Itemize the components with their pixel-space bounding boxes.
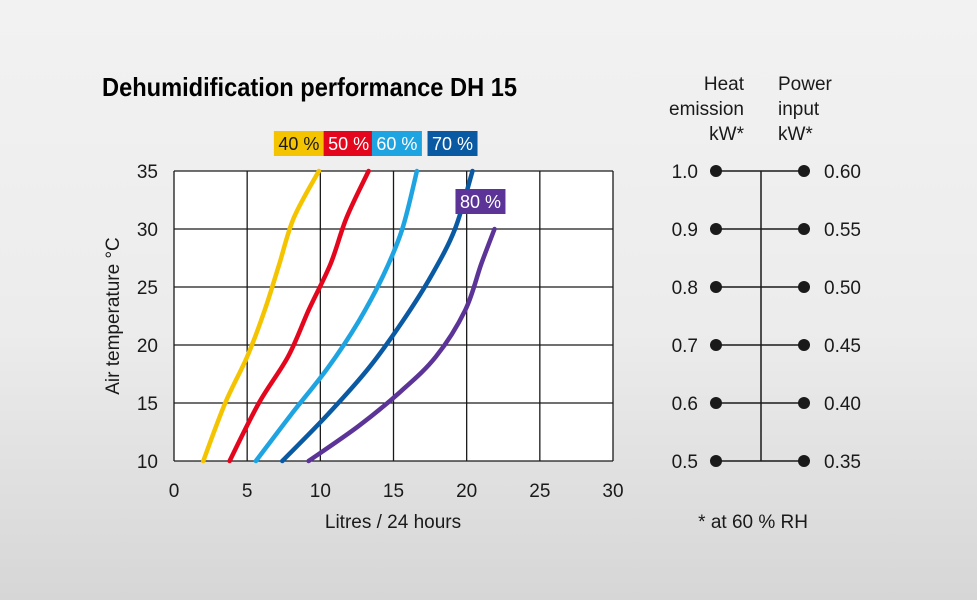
y-tick-label: 25 — [137, 278, 158, 299]
legend-label: 70 % — [432, 134, 473, 154]
legend-swatch — [371, 131, 422, 156]
legend-swatch — [427, 131, 478, 156]
heat-value: 0.7 — [672, 336, 698, 357]
heat-value: 0.8 — [672, 278, 698, 299]
legend-swatch — [455, 189, 506, 214]
heat-dot — [710, 281, 722, 293]
heat-dot — [710, 165, 722, 177]
power-input-header: kW* — [778, 124, 813, 145]
x-tick-label: 20 — [456, 481, 477, 502]
power-dot — [798, 281, 810, 293]
x-tick-label: 10 — [310, 481, 331, 502]
legend-label: 40 % — [278, 134, 319, 154]
power-dot — [798, 165, 810, 177]
y-tick-label: 10 — [137, 452, 158, 473]
y-tick-label: 35 — [137, 162, 158, 183]
heat-dot — [710, 223, 722, 235]
plot-area: 0 5 10 15 20 25 30 10 15 20 25 30 35 — [137, 162, 624, 502]
legend-entry-3: 60 % — [371, 131, 422, 156]
power-dot — [798, 223, 810, 235]
series-line-2 — [227, 168, 371, 464]
series-line-4 — [280, 168, 475, 464]
power-value: 0.40 — [824, 394, 861, 415]
power-input-header: Power — [778, 74, 833, 95]
legend-entry-1: 40 % — [273, 131, 324, 156]
chart-title: Dehumidification performance DH 15 — [102, 72, 517, 102]
power-input-header: input — [778, 99, 820, 120]
footnote: * at 60 % RH — [698, 512, 808, 533]
y-tick-label: 15 — [137, 394, 158, 415]
series-line-5 — [306, 226, 497, 464]
power-value: 0.45 — [824, 336, 861, 357]
power-value: 0.35 — [824, 452, 861, 473]
legend-swatch — [323, 131, 374, 156]
heat-value: 1.0 — [672, 162, 698, 183]
heat-dot — [710, 397, 722, 409]
x-tick-label: 15 — [383, 481, 404, 502]
y-axis-label: Air temperature °C — [103, 237, 124, 395]
power-value: 0.55 — [824, 220, 861, 241]
heat-emission-header: emission — [669, 99, 744, 120]
legend: 40 % 50 % 60 % 70 % 80 % — [273, 131, 506, 214]
heat-value: 0.5 — [672, 452, 698, 473]
series-line-3 — [253, 168, 420, 464]
y-tick-label: 20 — [137, 336, 158, 357]
power-value: 0.50 — [824, 278, 861, 299]
legend-entry-2: 50 % — [323, 131, 374, 156]
heat-emission-header: kW* — [709, 124, 744, 145]
legend-label: 60 % — [376, 134, 417, 154]
y-tick-label: 30 — [137, 220, 158, 241]
legend-entry-4: 70 % — [427, 131, 478, 156]
x-tick-label: 25 — [529, 481, 550, 502]
power-dot — [798, 397, 810, 409]
legend-label: 80 % — [460, 192, 501, 212]
heat-value: 0.9 — [672, 220, 698, 241]
power-value: 0.60 — [824, 162, 861, 183]
power-dot — [798, 339, 810, 351]
x-tick-label: 0 — [169, 481, 180, 502]
legend-swatch — [273, 131, 324, 156]
kw-scale: Heat emission kW* Power input kW* 1.0 0.60 0.9 0.… — [669, 74, 861, 473]
heat-dot — [710, 339, 722, 351]
heat-emission-header: Heat — [704, 74, 745, 95]
series-line-1 — [201, 168, 322, 464]
heat-dot — [710, 455, 722, 467]
legend-entry-5: 80 % — [455, 189, 506, 214]
x-axis-label: Litres / 24 hours — [325, 512, 461, 533]
power-dot — [798, 455, 810, 467]
heat-value: 0.6 — [672, 394, 698, 415]
x-tick-label: 30 — [602, 481, 623, 502]
legend-label: 50 % — [328, 134, 369, 154]
x-tick-label: 5 — [242, 481, 253, 502]
